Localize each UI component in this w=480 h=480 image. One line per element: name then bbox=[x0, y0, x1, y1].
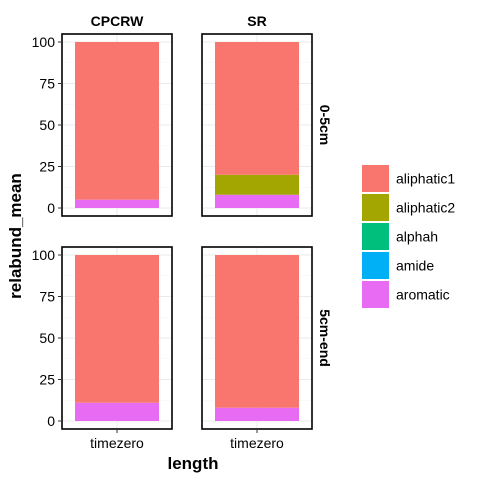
x-tick-label: timezero bbox=[230, 435, 284, 451]
bar-segment-aliphatic1 bbox=[215, 42, 299, 175]
facet-strip-sr: SR bbox=[247, 13, 266, 29]
legend-label: aromatic bbox=[396, 287, 450, 303]
y-tick-label: 100 bbox=[32, 247, 56, 263]
facet-strip-cpcrw: CPCRW bbox=[91, 13, 144, 29]
facet-strip-5cm-end: 5cm-end bbox=[317, 309, 333, 367]
legend-item-amide: amide bbox=[362, 252, 434, 279]
axes: 0 25 50 75 100 0 25 50 75 100 timezero timezero bbox=[32, 34, 284, 451]
bar-segment-aromatic bbox=[75, 402, 159, 421]
bar-segment-aliphatic1 bbox=[215, 255, 299, 408]
panel-cpcrw-5cm-end bbox=[61, 246, 173, 430]
legend-label: aliphatic2 bbox=[396, 200, 455, 216]
y-tick-label: 50 bbox=[39, 330, 55, 346]
legend-key bbox=[362, 194, 389, 221]
legend-key bbox=[362, 165, 389, 192]
legend-item-aliphatic2: aliphatic2 bbox=[362, 194, 455, 221]
y-tick-label: 75 bbox=[39, 289, 55, 305]
y-tick-label: 100 bbox=[32, 34, 56, 50]
panel-sr-0-5cm bbox=[201, 33, 313, 217]
x-tick-label: timezero bbox=[90, 435, 144, 451]
legend-key bbox=[362, 252, 389, 279]
panel-sr-5cm-end bbox=[201, 246, 313, 430]
facet-strips: CPCRW SR 0-5cm 5cm-end bbox=[91, 13, 333, 367]
facet-strip-0-5cm: 0-5cm bbox=[317, 105, 333, 145]
legend-label: alphah bbox=[396, 229, 438, 245]
bar-segment-aromatic bbox=[215, 194, 299, 208]
legend-key bbox=[362, 281, 389, 308]
y-tick-label: 25 bbox=[39, 159, 55, 175]
panels bbox=[61, 33, 313, 430]
y-tick-label: 75 bbox=[39, 76, 55, 92]
bar-segment-aromatic bbox=[75, 199, 159, 208]
bar-segment-aromatic bbox=[215, 407, 299, 421]
x-axis-title: length bbox=[168, 454, 219, 473]
legend-label: aliphatic1 bbox=[396, 171, 455, 187]
panel-border bbox=[201, 33, 313, 217]
bar-segment-aliphatic1 bbox=[75, 42, 159, 200]
y-tick-label: 50 bbox=[39, 117, 55, 133]
legend-item-aliphatic1: aliphatic1 bbox=[362, 165, 455, 192]
legend-label: amide bbox=[396, 258, 434, 274]
legend-key bbox=[362, 223, 389, 250]
legend-item-alphah: alphah bbox=[362, 223, 438, 250]
bar-segment-aliphatic2 bbox=[215, 174, 299, 195]
bar-segment-aliphatic1 bbox=[75, 255, 159, 403]
panel-cpcrw-0-5cm bbox=[61, 33, 173, 217]
y-tick-label: 0 bbox=[47, 413, 55, 429]
y-tick-label: 0 bbox=[47, 200, 55, 216]
y-tick-label: 25 bbox=[39, 372, 55, 388]
legend: aliphatic1 aliphatic2 alphah amide aromatic bbox=[362, 165, 455, 308]
y-axis-title: relabund_mean bbox=[6, 173, 25, 299]
legend-item-aromatic: aromatic bbox=[362, 281, 450, 308]
